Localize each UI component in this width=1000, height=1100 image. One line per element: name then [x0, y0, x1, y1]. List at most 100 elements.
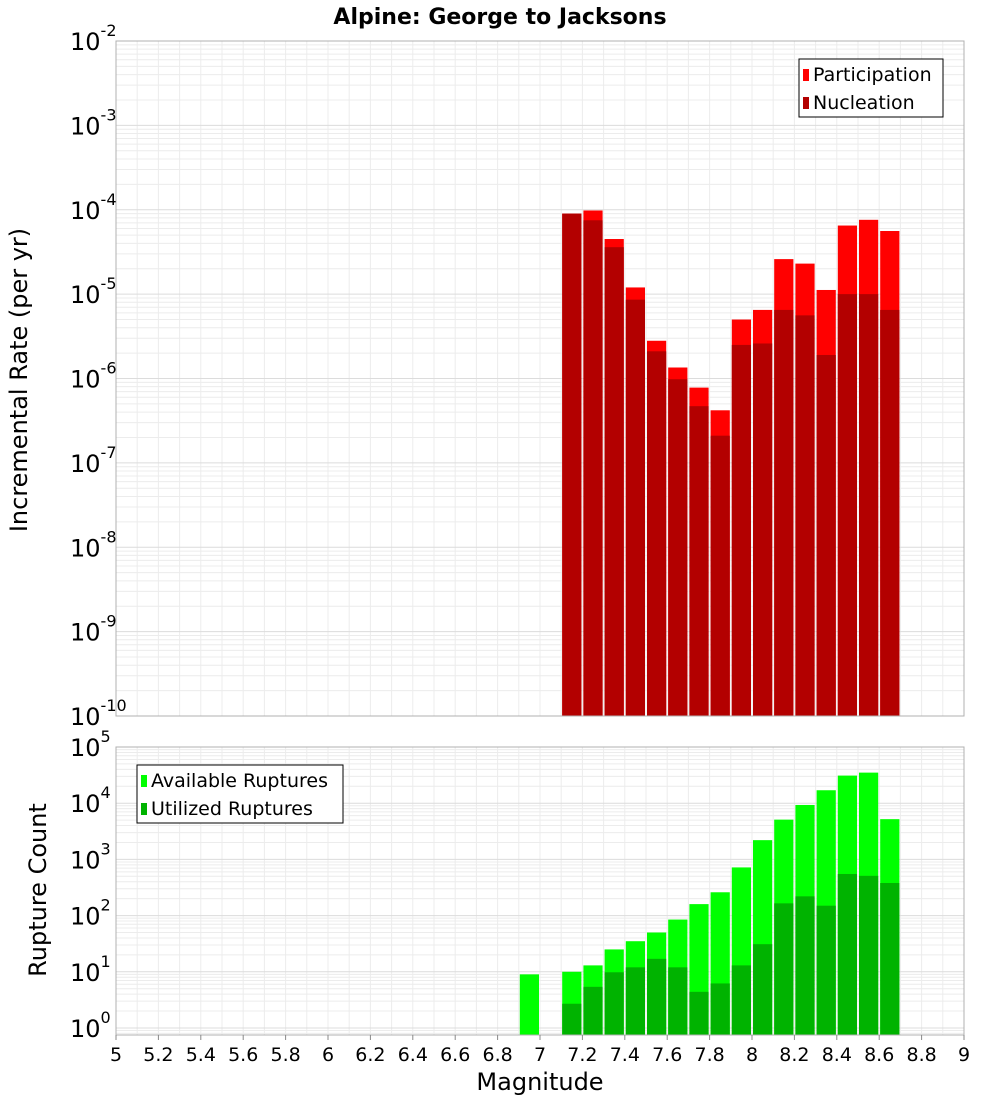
bar [625, 967, 645, 1035]
x-tick-label: 5.8 [270, 1044, 300, 1066]
bar [562, 213, 582, 717]
y-tick-label: 10-5 [70, 274, 117, 309]
series-nucleation [562, 213, 900, 717]
bar [774, 309, 794, 716]
y-tick-label: 105 [70, 727, 111, 762]
bar [583, 220, 603, 717]
y-tick-base: 10 [70, 28, 101, 56]
x-tick-label: 8 [746, 1044, 758, 1066]
y-tick-base: 10 [70, 534, 101, 562]
x-tick-label: 7.4 [610, 1044, 640, 1066]
plot-frame [115, 40, 965, 717]
y-tick-exponent: -5 [101, 274, 117, 293]
y-tick-base: 10 [70, 846, 101, 874]
x-tick-label: 8.4 [822, 1044, 852, 1066]
legend-box [136, 764, 344, 824]
bar [583, 986, 603, 1035]
bar [753, 343, 773, 716]
x-tick-label: 6.6 [440, 1044, 470, 1066]
y-tick-base: 10 [70, 734, 101, 762]
bar [562, 1003, 582, 1035]
bar [710, 983, 730, 1035]
bars [562, 210, 900, 717]
x-tick-label: 5.2 [143, 1044, 173, 1066]
x-tick-label: 7.8 [694, 1044, 724, 1066]
x-tick-label: 5 [110, 1044, 122, 1066]
legend-swatch [803, 69, 809, 81]
y-tick-label: 101 [70, 952, 111, 987]
y-tick-base: 10 [70, 790, 101, 818]
bar [710, 435, 730, 716]
bar [604, 247, 624, 716]
y-tick-exponent: -10 [101, 696, 127, 715]
bar [859, 875, 879, 1035]
bar [731, 965, 751, 1035]
y-tick-exponent: 0 [101, 1008, 111, 1027]
y-tick-base: 10 [70, 1015, 101, 1043]
y-tick-label: 10-6 [70, 359, 117, 394]
bar [731, 344, 751, 716]
bar [668, 379, 688, 716]
y-tick-base: 10 [70, 903, 101, 931]
x-tick-label: 6 [322, 1044, 334, 1066]
y-tick-label: 10-2 [70, 21, 117, 56]
y-tick-label: 10-9 [70, 612, 117, 647]
bar [795, 315, 815, 716]
y-tick-exponent: -4 [101, 190, 117, 209]
legend-label: Participation [813, 64, 932, 86]
bar [880, 309, 900, 716]
x-tick-label: 8.8 [906, 1044, 936, 1066]
legend-box [798, 58, 944, 118]
bar [816, 905, 836, 1035]
y-axis-label-rupture-count: Rupture Count [24, 803, 52, 977]
bars [519, 772, 900, 1035]
y-tick-label: 10-7 [70, 443, 117, 478]
legend-swatch [141, 775, 147, 787]
bar [816, 354, 836, 716]
legend-swatch [141, 803, 147, 815]
y-tick-label: 10-4 [70, 190, 117, 225]
x-tick-label: 9 [958, 1044, 970, 1066]
legend-label: Utilized Ruptures [151, 798, 313, 820]
legend-label: Nucleation [813, 92, 915, 114]
grid [115, 40, 965, 717]
x-axis-label: Magnitude [476, 1068, 603, 1096]
bar [837, 873, 857, 1035]
bar [753, 944, 773, 1035]
y-tick-exponent: -2 [101, 21, 117, 40]
y-tick-label: 10-3 [70, 105, 117, 140]
y-tick-exponent: -6 [101, 359, 117, 378]
bar [625, 299, 645, 716]
y-tick-exponent: 2 [101, 896, 111, 915]
y-tick-base: 10 [70, 366, 101, 394]
legend: Participation Nucleation [798, 58, 944, 118]
y-tick-label: 104 [70, 783, 111, 818]
y-tick-base: 10 [70, 112, 101, 140]
chart-title: Alpine: George to Jacksons [333, 5, 666, 30]
y-tick-base: 10 [70, 703, 101, 731]
y-tick-exponent: 5 [101, 727, 111, 746]
x-tick-label: 6.2 [355, 1044, 385, 1066]
legend-swatch [803, 97, 809, 109]
x-tick-label: 5.6 [228, 1044, 258, 1066]
x-tick-label: 6.4 [398, 1044, 428, 1066]
y-tick-exponent: 4 [101, 783, 111, 802]
x-tick-label: 8.6 [864, 1044, 894, 1066]
x-tick-label: 7.2 [567, 1044, 597, 1066]
y-tick-exponent: -3 [101, 105, 117, 124]
rate-panel: 10-1010-910-810-710-610-510-410-310-2Par… [70, 21, 965, 731]
y-axis-label-rate: Incremental Rate (per yr) [5, 228, 33, 532]
x-tick-label: 7 [534, 1044, 546, 1066]
y-tick-exponent: 3 [101, 839, 111, 858]
y-tick-exponent: 1 [101, 952, 111, 971]
bar [689, 406, 709, 716]
y-tick-label: 102 [70, 896, 111, 931]
bar [795, 896, 815, 1035]
y-tick-label: 10-8 [70, 527, 117, 562]
y-tick-label: 103 [70, 839, 111, 874]
legend: Available Ruptures Utilized Ruptures [136, 764, 344, 824]
bar [774, 903, 794, 1035]
